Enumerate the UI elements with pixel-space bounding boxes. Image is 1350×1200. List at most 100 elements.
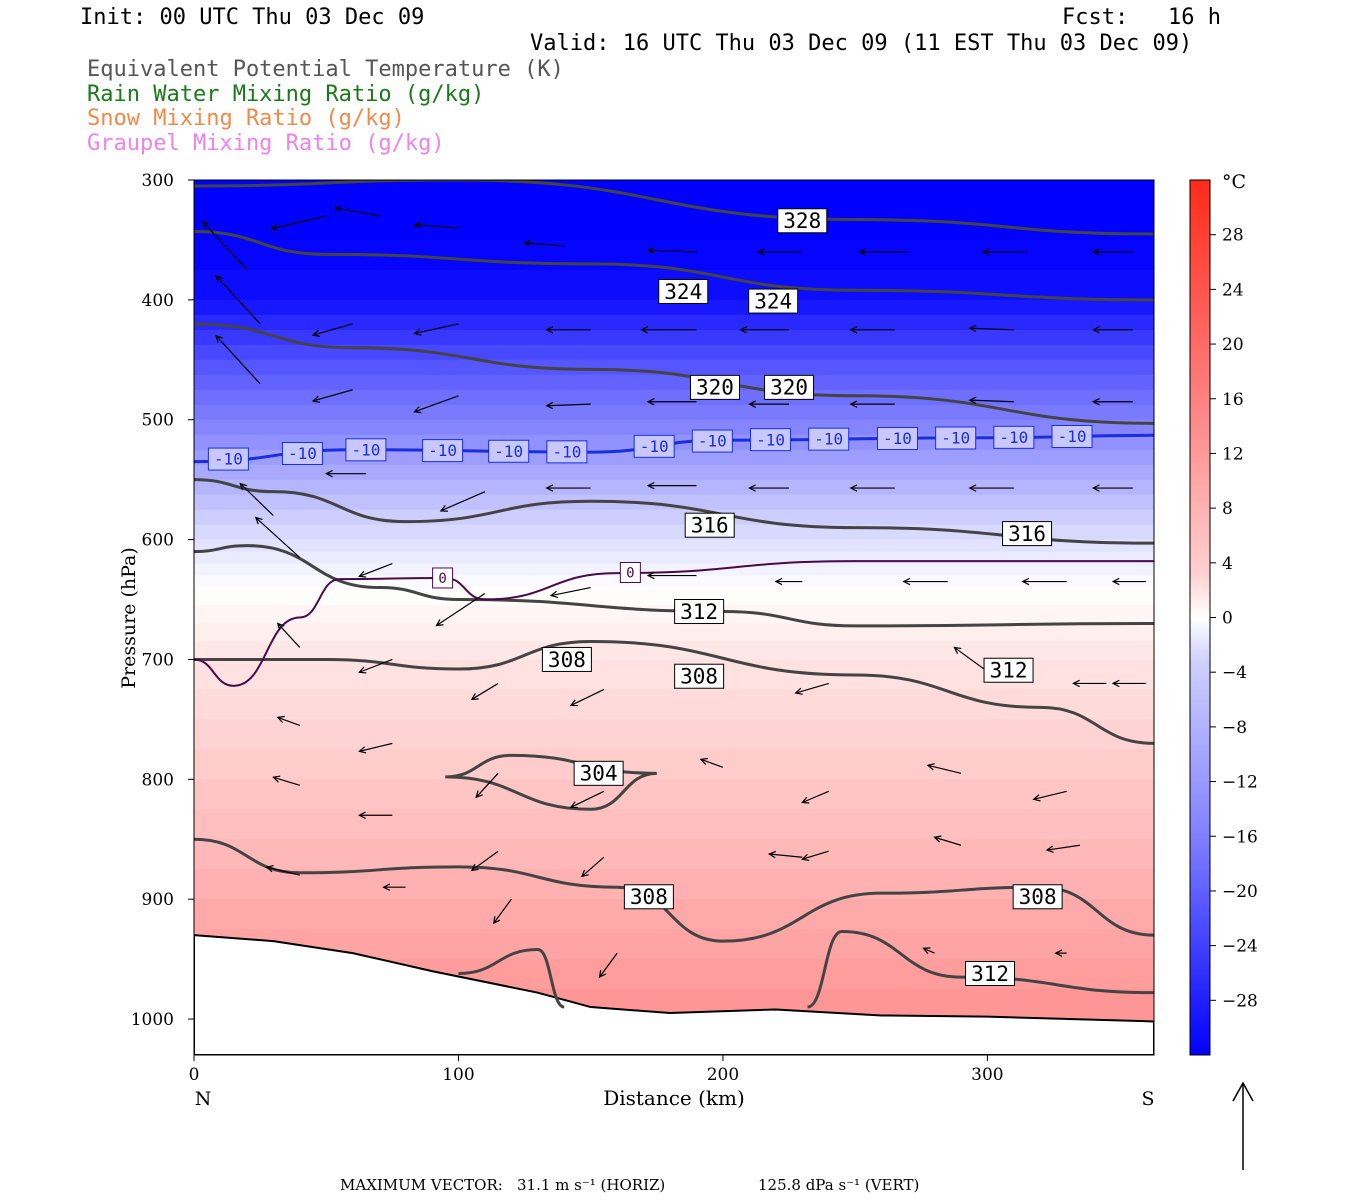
wind-vector [1045,844,1081,853]
wind-vector-head [545,326,554,334]
isotherm-minus10-label: -10 [494,442,523,461]
temperature-band [194,299,1154,316]
wind-vector [1091,248,1133,256]
isotherm-minus10-label-box [1051,424,1093,448]
theta-e-contour [807,930,1154,1009]
wind-vector [794,682,829,695]
wind-vector-shaft [414,395,459,413]
wind-vector-shaft [1033,790,1067,800]
wind-vector-head [756,248,765,256]
wind-vector [470,850,499,872]
isotherm-minus10-label: -10 [999,428,1028,447]
isotherm-minus10-label: -10 [640,437,669,456]
isotherm-minus10-label: -10 [941,429,970,448]
theta-e-label-box [1002,521,1053,547]
wind-vector-head [215,334,223,343]
wind-vector [413,323,459,336]
wind-vector-shaft [599,952,618,978]
isotherm-minus10-label-box [691,429,733,453]
wind-vector-head [1054,949,1063,957]
temperature-band [194,779,1154,811]
wind-vector-head [646,246,655,255]
temperature-band [194,623,1154,643]
isotherm-minus10-label-box [993,425,1035,449]
wind-vector [435,593,486,627]
wind-vector [1111,577,1147,586]
theta-e-contour [194,180,1154,236]
isotherm-zero-label-box [432,567,454,589]
wind-vector-shaft [436,593,486,627]
isotherm-minus10-label: -10 [351,440,380,459]
isotherm-minus10-label-box [935,426,977,450]
theta-e-label: 312 [971,962,1009,986]
wind-vector-shaft [414,323,459,335]
theta-e-contour [194,478,1154,545]
wind-vector-shaft [471,850,499,871]
wind-vector [545,484,591,492]
wind-vector-shaft [570,790,605,808]
wind-vector-shaft [802,850,829,860]
wind-vector [492,898,512,925]
wind-vector-head [640,326,648,334]
temperature-band [194,539,1154,553]
theta-e-label-box [777,208,828,234]
isotherm-minus10-label-box [281,441,323,465]
x-tick-label: 100 [442,1065,474,1085]
wind-vector-shaft [440,491,486,512]
theta-e-label: 308 [680,665,718,689]
wind-vector-shaft [335,207,380,217]
theta-e-label-box [684,512,735,538]
isotherm-minus10-label-box [488,439,530,463]
wind-vector-head [435,619,444,627]
wind-vector-shaft [215,335,261,385]
wind-vector-head [953,646,962,654]
legend-theta-e: Equivalent Potential Temperature (K) [87,57,564,82]
temperature-band [194,809,1154,841]
colorbar-tick-label: 4 [1222,554,1233,574]
isotherm-minus10-label: -10 [1058,427,1087,446]
temperature-band [194,605,1154,625]
wind-vector-shaft [239,483,274,517]
wind-vector-head [794,687,803,695]
wind-vector [646,571,697,580]
theta-e-label-box [658,278,709,304]
wind-vector-shaft [255,517,301,559]
wind-vector [265,865,300,876]
wind-vector-head [439,505,448,512]
wind-vector-head [849,326,858,334]
wind-vector-head [1091,248,1100,256]
wind-vector [358,742,393,754]
wind-vector [748,484,790,492]
isotherm-minus10-label-box [207,447,249,471]
wind-vector-shaft [359,563,393,577]
wind-vector-shaft [312,323,353,336]
theta-e-label: 324 [664,280,702,304]
y-tick-label: 1000 [131,1010,174,1030]
temperature-band [194,869,1154,901]
colorbar-tick-label: −24 [1222,937,1258,957]
wind-vector-head [413,221,422,229]
colorbar-tick-label: −20 [1222,882,1258,902]
theta-e-label-box [674,663,725,689]
wind-vector-shaft [648,249,697,253]
wind-vector-head [858,248,867,256]
wind-vector [549,586,591,598]
wind-vector [981,248,1028,256]
wind-vector-shaft [312,389,353,402]
wind-vector-shaft [475,772,499,798]
isotherm-zero-label: 0 [438,571,446,587]
theta-e-contour [445,753,657,811]
wind-vector [272,775,300,786]
wind-vector [1032,790,1067,802]
wind-vector [254,516,301,559]
isotherm-minus10-label-box [422,439,464,463]
colorbar [1189,179,1211,1056]
colorbar-tick-label: 24 [1222,280,1244,300]
temperature-band [194,563,1154,577]
colorbar-ticks: 28 24 20 16 12 8 4 0 −4 −8 −12 −16 −20 −24 −28 [1210,226,1258,1011]
temperature-band [194,479,1154,496]
theta-e-label-box [674,599,725,625]
wind-vector-head [646,398,655,406]
wind-vector [311,323,353,337]
